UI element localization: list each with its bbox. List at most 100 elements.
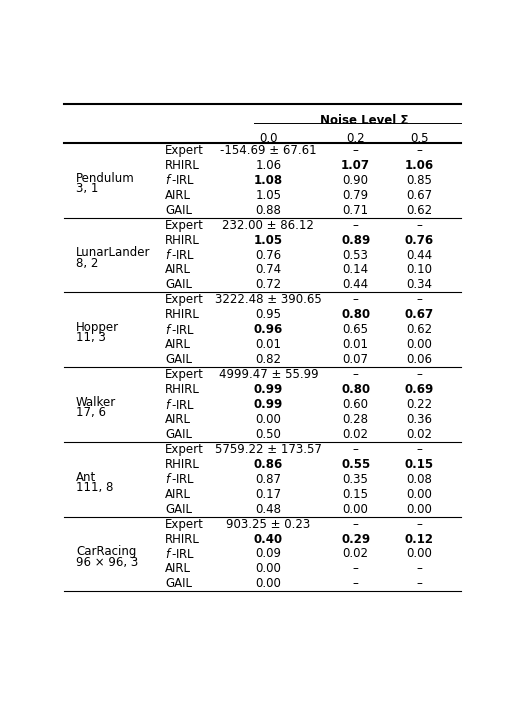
- Text: 0.55: 0.55: [341, 457, 370, 471]
- Text: –: –: [416, 443, 422, 456]
- Text: 0.87: 0.87: [255, 473, 282, 486]
- Text: 0.02: 0.02: [406, 428, 432, 441]
- Text: –: –: [416, 294, 422, 306]
- Text: Expert: Expert: [165, 517, 204, 531]
- Text: 5759.22 ± 173.57: 5759.22 ± 173.57: [215, 443, 322, 456]
- Text: 0.85: 0.85: [406, 174, 432, 187]
- Text: 0.12: 0.12: [404, 532, 434, 546]
- Text: 0.35: 0.35: [343, 473, 369, 486]
- Text: 1.06: 1.06: [255, 159, 282, 172]
- Text: RHIRL: RHIRL: [165, 532, 200, 546]
- Text: GAIL: GAIL: [165, 578, 192, 590]
- Text: 0.01: 0.01: [255, 338, 282, 351]
- Text: 0.82: 0.82: [255, 353, 282, 366]
- Text: 0.80: 0.80: [341, 383, 370, 396]
- Text: 0.29: 0.29: [341, 532, 370, 546]
- Text: Expert: Expert: [165, 294, 204, 306]
- Text: $f\,$-IRL: $f\,$-IRL: [165, 248, 196, 262]
- Text: 0.95: 0.95: [255, 309, 282, 321]
- Text: 96 × 96, 3: 96 × 96, 3: [76, 556, 138, 569]
- Text: Noise Level Σ: Noise Level Σ: [321, 114, 409, 126]
- Text: AIRL: AIRL: [165, 189, 191, 202]
- Text: 0.65: 0.65: [343, 323, 369, 336]
- Text: –: –: [353, 144, 358, 157]
- Text: LunarLander: LunarLander: [76, 246, 151, 259]
- Text: 0.28: 0.28: [343, 413, 369, 426]
- Text: –: –: [353, 443, 358, 456]
- Text: 3222.48 ± 390.65: 3222.48 ± 390.65: [215, 294, 322, 306]
- Text: 0.00: 0.00: [406, 338, 432, 351]
- Text: 0.44: 0.44: [343, 278, 369, 292]
- Text: 0.86: 0.86: [254, 457, 283, 471]
- Text: –: –: [353, 219, 358, 232]
- Text: 0.88: 0.88: [255, 203, 281, 217]
- Text: –: –: [353, 294, 358, 306]
- Text: –: –: [416, 368, 422, 381]
- Text: –: –: [416, 219, 422, 232]
- Text: 0.08: 0.08: [406, 473, 432, 486]
- Text: 0.00: 0.00: [406, 488, 432, 501]
- Text: 0.62: 0.62: [406, 323, 432, 336]
- Text: 0.96: 0.96: [254, 323, 283, 336]
- Text: 1.06: 1.06: [404, 159, 434, 172]
- Text: 0.36: 0.36: [406, 413, 432, 426]
- Text: Expert: Expert: [165, 368, 204, 381]
- Text: AIRL: AIRL: [165, 563, 191, 575]
- Text: –: –: [416, 563, 422, 575]
- Text: RHIRL: RHIRL: [165, 457, 200, 471]
- Text: 4999.47 ± 55.99: 4999.47 ± 55.99: [219, 368, 318, 381]
- Text: 1.08: 1.08: [254, 174, 283, 187]
- Text: RHIRL: RHIRL: [165, 309, 200, 321]
- Text: 0.17: 0.17: [255, 488, 282, 501]
- Text: 0.48: 0.48: [255, 503, 282, 515]
- Text: 0.79: 0.79: [343, 189, 369, 202]
- Text: GAIL: GAIL: [165, 428, 192, 441]
- Text: 0.06: 0.06: [406, 353, 432, 366]
- Text: 0.00: 0.00: [406, 503, 432, 515]
- Text: 0.00: 0.00: [406, 547, 432, 561]
- Text: Expert: Expert: [165, 219, 204, 232]
- Text: 1.05: 1.05: [255, 189, 282, 202]
- Text: 0.0: 0.0: [259, 132, 278, 145]
- Text: 0.15: 0.15: [343, 488, 369, 501]
- Text: –: –: [353, 368, 358, 381]
- Text: 0.90: 0.90: [343, 174, 369, 187]
- Text: $f\,$-IRL: $f\,$-IRL: [165, 472, 196, 486]
- Text: RHIRL: RHIRL: [165, 159, 200, 172]
- Text: 111, 8: 111, 8: [76, 481, 113, 494]
- Text: –: –: [416, 144, 422, 157]
- Text: Pendulum: Pendulum: [76, 172, 135, 184]
- Text: 0.67: 0.67: [404, 309, 434, 321]
- Text: 0.53: 0.53: [343, 249, 369, 261]
- Text: RHIRL: RHIRL: [165, 383, 200, 396]
- Text: 0.69: 0.69: [404, 383, 434, 396]
- Text: AIRL: AIRL: [165, 488, 191, 501]
- Text: RHIRL: RHIRL: [165, 234, 200, 246]
- Text: $f\,$-IRL: $f\,$-IRL: [165, 397, 196, 412]
- Text: 0.14: 0.14: [343, 263, 369, 277]
- Text: –: –: [416, 517, 422, 531]
- Text: GAIL: GAIL: [165, 278, 192, 292]
- Text: 0.67: 0.67: [406, 189, 432, 202]
- Text: $f\,$-IRL: $f\,$-IRL: [165, 323, 196, 337]
- Text: Walker: Walker: [76, 396, 116, 409]
- Text: 0.22: 0.22: [406, 398, 432, 411]
- Text: 0.07: 0.07: [343, 353, 369, 366]
- Text: GAIL: GAIL: [165, 203, 192, 217]
- Text: 0.15: 0.15: [404, 457, 434, 471]
- Text: –: –: [353, 578, 358, 590]
- Text: 0.01: 0.01: [343, 338, 369, 351]
- Text: 0.09: 0.09: [255, 547, 282, 561]
- Text: 0.02: 0.02: [343, 428, 369, 441]
- Text: -154.69 ± 67.61: -154.69 ± 67.61: [220, 144, 316, 157]
- Text: 0.62: 0.62: [406, 203, 432, 217]
- Text: –: –: [353, 517, 358, 531]
- Text: 0.02: 0.02: [343, 547, 369, 561]
- Text: 0.71: 0.71: [343, 203, 369, 217]
- Text: GAIL: GAIL: [165, 503, 192, 515]
- Text: 0.40: 0.40: [254, 532, 283, 546]
- Text: 903.25 ± 0.23: 903.25 ± 0.23: [226, 517, 310, 531]
- Text: 0.76: 0.76: [404, 234, 434, 246]
- Text: 0.60: 0.60: [343, 398, 369, 411]
- Text: 0.5: 0.5: [410, 132, 429, 145]
